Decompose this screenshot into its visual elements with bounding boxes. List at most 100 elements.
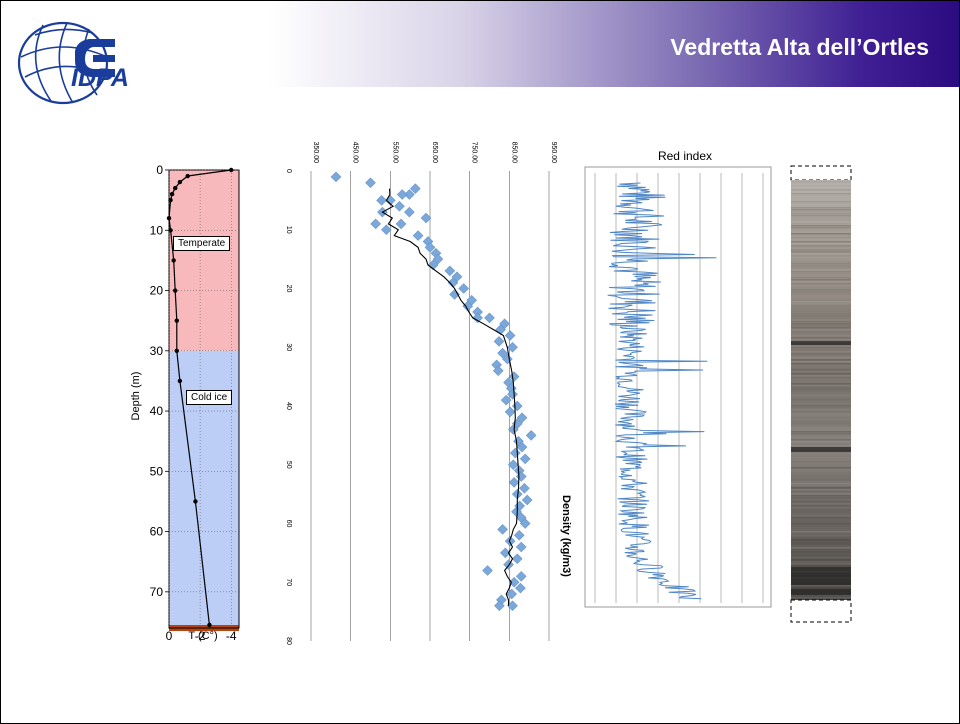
core-band xyxy=(791,489,851,491)
core-band xyxy=(791,557,851,559)
core-band xyxy=(791,195,851,197)
core-band xyxy=(791,249,851,251)
core-band xyxy=(791,281,851,283)
core-band xyxy=(791,379,851,381)
temperature-point xyxy=(173,185,178,191)
core-band xyxy=(791,543,851,545)
x-axis-label: T (C°) xyxy=(188,630,217,642)
core-band xyxy=(791,483,851,485)
core-band xyxy=(791,345,851,347)
core-band xyxy=(791,333,851,335)
core-band xyxy=(791,209,851,211)
core-band xyxy=(791,565,851,567)
core-band xyxy=(791,295,851,297)
core-band xyxy=(791,503,851,505)
idpa-logo xyxy=(17,21,115,105)
core-band xyxy=(791,329,851,331)
depth-tick-label: 80 xyxy=(285,637,292,645)
density-point xyxy=(521,494,533,506)
core-band xyxy=(791,545,851,547)
core-band xyxy=(791,233,851,235)
core-band xyxy=(791,405,851,407)
core-band xyxy=(791,435,851,437)
core-band xyxy=(791,481,851,483)
core-band xyxy=(791,361,851,363)
core-band xyxy=(791,437,851,439)
core-band xyxy=(791,585,851,587)
core-top-placeholder xyxy=(790,165,852,181)
core-band xyxy=(791,185,851,187)
core-bottom-placeholder xyxy=(790,599,852,623)
core-band xyxy=(791,335,851,337)
core-band xyxy=(791,443,851,445)
density-point xyxy=(424,242,436,253)
core-band xyxy=(791,183,851,185)
core-band xyxy=(791,463,851,465)
density-tick-label: 850.00 xyxy=(510,142,517,164)
density-point xyxy=(458,283,470,294)
core-band xyxy=(791,221,851,223)
core-band xyxy=(791,339,851,341)
core-band xyxy=(791,377,851,379)
core-band xyxy=(791,407,851,409)
zone-temperate xyxy=(169,170,239,351)
core-band xyxy=(791,353,851,355)
zone-label-temperate: Temperate xyxy=(173,236,231,251)
core-band xyxy=(791,507,851,509)
temperature-point xyxy=(171,258,176,263)
core-band xyxy=(791,307,851,309)
core-band xyxy=(791,255,851,257)
core-band xyxy=(791,367,851,369)
temperature-point xyxy=(177,378,183,384)
core-band xyxy=(791,527,851,529)
depth-tick-label: 60 xyxy=(285,520,292,528)
core-band xyxy=(791,535,851,537)
y-tick-label: 70 xyxy=(150,585,164,599)
core-band xyxy=(791,525,851,527)
core-band xyxy=(791,403,851,405)
core-band xyxy=(791,519,851,521)
x-tick-label: -2 xyxy=(195,629,206,643)
core-band xyxy=(791,467,851,469)
core-band xyxy=(791,383,851,385)
core-band xyxy=(791,193,851,195)
core-band xyxy=(791,471,851,473)
density-point xyxy=(516,412,528,424)
density-point xyxy=(506,588,518,600)
density-tick-label: 750.00 xyxy=(471,142,478,164)
core-band xyxy=(791,371,851,373)
core-band xyxy=(791,355,851,357)
depth-tick-label: 0 xyxy=(285,169,292,173)
slide-title: Vedretta Alta dell’Ortles xyxy=(670,34,929,60)
core-band xyxy=(791,475,851,477)
core-band xyxy=(791,479,851,481)
density-point xyxy=(500,547,511,559)
red-index-title: Red index xyxy=(658,149,712,163)
core-band xyxy=(791,283,851,285)
core-band xyxy=(791,323,851,325)
core-dark-layer xyxy=(791,589,851,595)
core-band xyxy=(791,299,851,301)
core-band xyxy=(791,201,851,203)
core-band xyxy=(791,231,851,233)
header-bar: Vedretta Alta dell’Ortles xyxy=(1,1,959,87)
core-band xyxy=(791,429,851,431)
core-band xyxy=(791,245,851,247)
density-point xyxy=(519,482,530,494)
core-band xyxy=(791,287,851,289)
core-band xyxy=(791,363,851,365)
core-band xyxy=(791,227,851,229)
core-band xyxy=(791,359,851,361)
core-band xyxy=(791,555,851,557)
core-band xyxy=(791,533,851,535)
core-band xyxy=(791,265,851,267)
core-band xyxy=(791,493,851,495)
red-index-chart: Red index xyxy=(584,149,772,608)
core-band xyxy=(791,417,851,419)
density-point xyxy=(381,224,392,236)
core-band xyxy=(791,325,851,327)
core-band xyxy=(791,427,851,429)
core-band xyxy=(791,563,851,565)
density-tick-label: 550.00 xyxy=(391,142,398,164)
core-band xyxy=(791,537,851,539)
